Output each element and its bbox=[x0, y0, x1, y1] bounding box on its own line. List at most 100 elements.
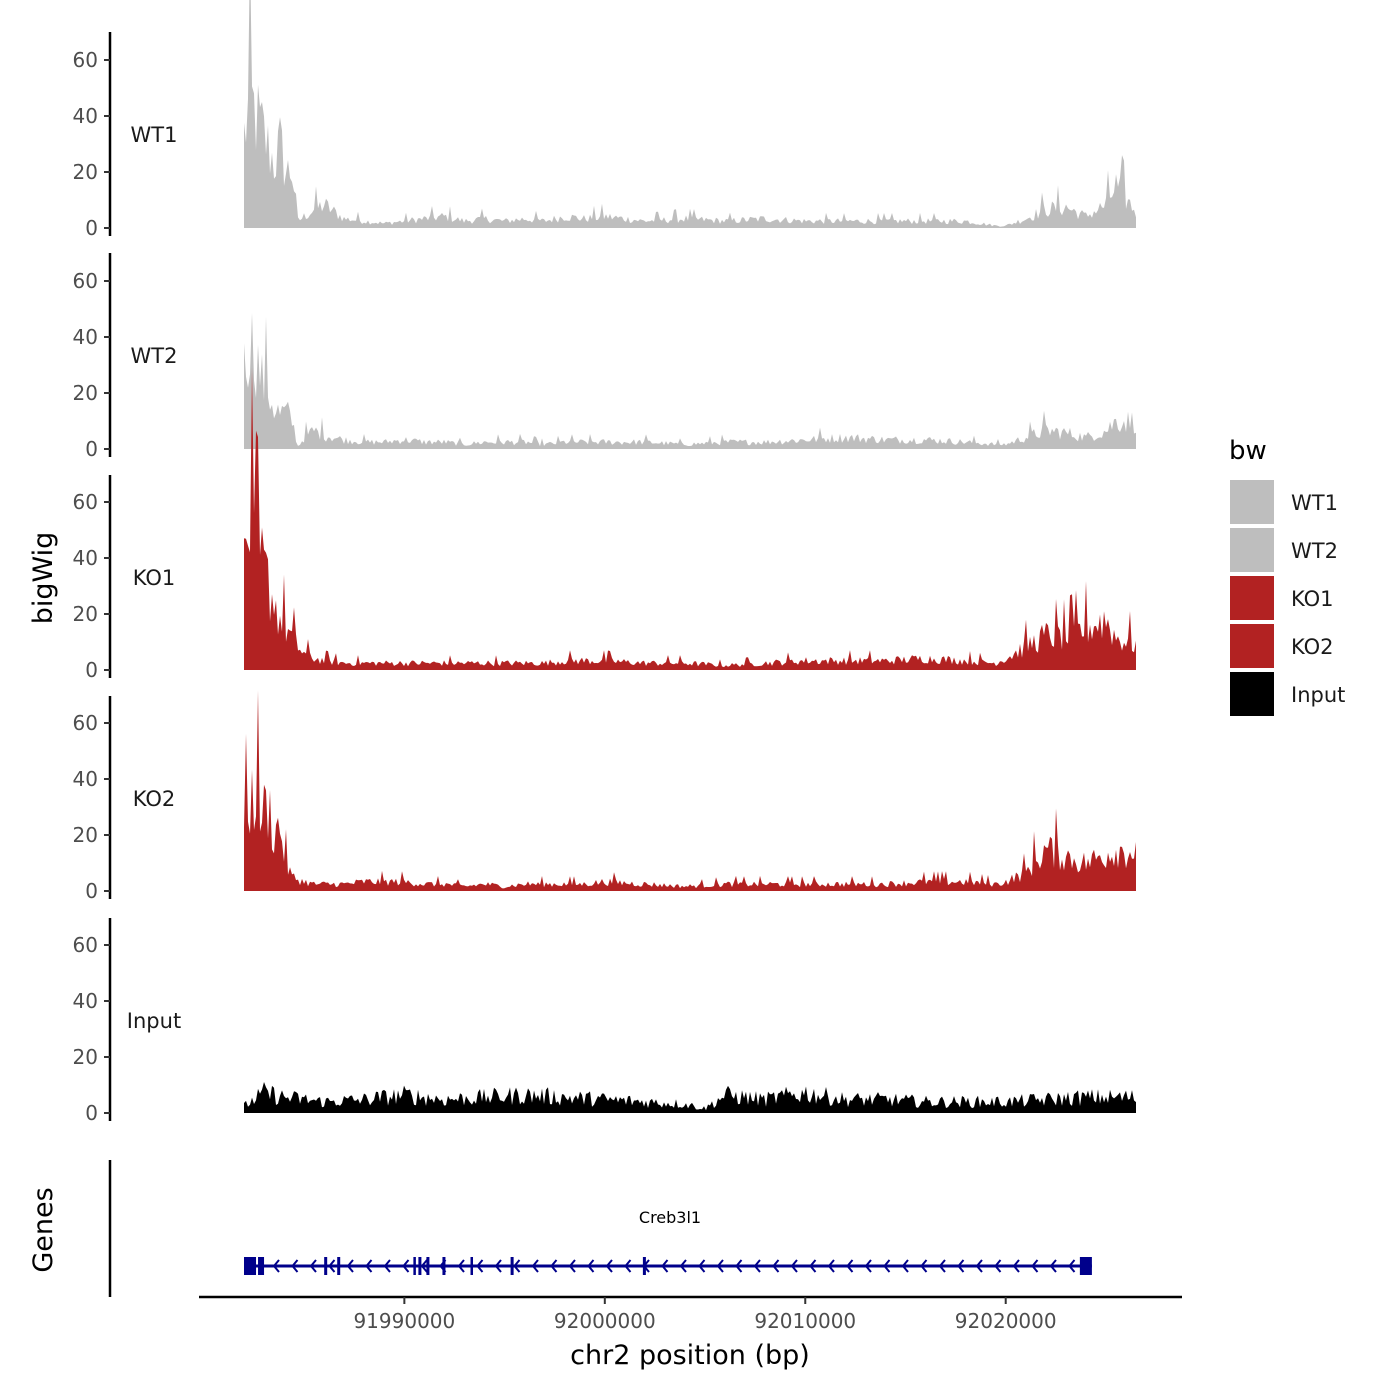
strand-arrow bbox=[624, 1259, 632, 1273]
strand-arrow bbox=[291, 1259, 299, 1273]
strand-arrow bbox=[735, 1259, 743, 1273]
exon bbox=[442, 1257, 446, 1275]
y-tick-label: 0 bbox=[85, 1101, 98, 1125]
strand-arrow bbox=[328, 1259, 336, 1273]
track-input: 0 20 40 60 Input bbox=[73, 918, 1136, 1125]
gene-label: Creb3l1 bbox=[639, 1208, 701, 1227]
strand-arrow bbox=[420, 1259, 428, 1273]
y-tick-label: 40 bbox=[73, 104, 98, 128]
strand-arrow bbox=[827, 1259, 835, 1273]
y-tick-label: 0 bbox=[85, 879, 98, 903]
y-tick-label: 60 bbox=[73, 490, 98, 514]
y-tick-label: 60 bbox=[73, 933, 98, 957]
x-axis-title: chr2 position (bp) bbox=[570, 1340, 810, 1371]
strand-arrow bbox=[846, 1259, 854, 1273]
strand-arrow bbox=[772, 1259, 780, 1273]
exon bbox=[258, 1257, 265, 1275]
y-tick-label: 20 bbox=[73, 160, 98, 184]
y-tick-label: 0 bbox=[85, 437, 98, 461]
legend-label: KO2 bbox=[1291, 635, 1334, 659]
y-tick-label: 60 bbox=[73, 48, 98, 72]
strand-arrow bbox=[994, 1259, 1002, 1273]
legend-key-wt2 bbox=[1230, 528, 1274, 572]
strand-arrow bbox=[1068, 1259, 1076, 1273]
strand-arrow bbox=[531, 1259, 539, 1273]
strand-arrow bbox=[309, 1259, 317, 1273]
area-wt1 bbox=[244, 0, 1136, 228]
strand-arrow bbox=[402, 1259, 410, 1273]
strand-arrow bbox=[938, 1259, 946, 1273]
y-tick-label: 60 bbox=[73, 711, 98, 735]
y-axis-title: bigWig bbox=[28, 532, 59, 625]
strand-arrow bbox=[679, 1259, 687, 1273]
y-tick-label: 20 bbox=[73, 602, 98, 626]
exon bbox=[470, 1257, 474, 1275]
legend: bw WT1 WT2 KO1 KO2 Input bbox=[1229, 436, 1345, 716]
y-tick-label: 0 bbox=[85, 216, 98, 240]
track-label: WT1 bbox=[131, 123, 178, 147]
legend-label: WT2 bbox=[1291, 539, 1338, 563]
strand-arrow bbox=[753, 1259, 761, 1273]
strand-arrow bbox=[716, 1259, 724, 1273]
area-input bbox=[244, 1082, 1136, 1113]
y-tick-label: 20 bbox=[73, 381, 98, 405]
legend-title: bw bbox=[1229, 436, 1267, 466]
area-ko2 bbox=[244, 690, 1136, 891]
exon bbox=[337, 1257, 341, 1275]
exon bbox=[418, 1257, 422, 1275]
track-label: WT2 bbox=[131, 344, 178, 368]
y-tick-label: 0 bbox=[85, 658, 98, 682]
track-ko1: 0 20 40 60 KO1 bbox=[73, 367, 1136, 682]
strand-arrow bbox=[901, 1259, 909, 1273]
strand-arrow bbox=[272, 1259, 280, 1273]
track-ko2: 0 20 40 60 KO2 bbox=[73, 690, 1136, 903]
strand-arrow bbox=[346, 1259, 354, 1273]
x-tick-label: 91990000 bbox=[353, 1309, 455, 1333]
strand-arrow bbox=[494, 1259, 502, 1273]
signal-tracks: 0 20 40 60 WT1 0 20 40 60 WT2 0 20 40 60 KO1 0 20 40 60 KO2… bbox=[73, 0, 1136, 1125]
y-tick-label: 40 bbox=[73, 546, 98, 570]
strand-arrow bbox=[790, 1259, 798, 1273]
y-tick-label: 60 bbox=[73, 269, 98, 293]
area-ko1 bbox=[244, 367, 1136, 670]
genes-axis-title: Genes bbox=[28, 1187, 59, 1272]
strand-arrow bbox=[568, 1259, 576, 1273]
x-tick-label: 92010000 bbox=[754, 1309, 856, 1333]
strand-arrow bbox=[809, 1259, 817, 1273]
x-tick-label: 92020000 bbox=[955, 1309, 1057, 1333]
legend-key-input bbox=[1230, 672, 1274, 716]
strand-arrow bbox=[883, 1259, 891, 1273]
strand-arrow bbox=[383, 1259, 391, 1273]
legend-label: KO1 bbox=[1291, 587, 1334, 611]
legend-key-ko1 bbox=[1230, 576, 1274, 620]
strand-arrow bbox=[920, 1259, 928, 1273]
x-tick-label: 92000000 bbox=[554, 1309, 656, 1333]
y-tick-label: 40 bbox=[73, 767, 98, 791]
exon bbox=[426, 1257, 430, 1275]
exon bbox=[642, 1257, 646, 1275]
strand-arrow bbox=[1049, 1259, 1057, 1273]
strand-arrow bbox=[661, 1259, 669, 1273]
strand-arrow bbox=[957, 1259, 965, 1273]
track-label: KO2 bbox=[133, 787, 176, 811]
y-tick-label: 20 bbox=[73, 823, 98, 847]
strand-arrow bbox=[457, 1259, 465, 1273]
y-tick-label: 40 bbox=[73, 325, 98, 349]
track-wt1: 0 20 40 60 WT1 bbox=[73, 0, 1136, 240]
y-tick-label: 40 bbox=[73, 989, 98, 1013]
strand-arrow bbox=[1012, 1259, 1020, 1273]
legend-label: Input bbox=[1291, 683, 1345, 707]
x-axis: 91990000 92000000 92010000 92020000 bbox=[199, 1295, 1182, 1333]
track-wt2: 0 20 40 60 WT2 bbox=[73, 253, 1136, 461]
strand-arrow bbox=[975, 1259, 983, 1273]
exon bbox=[324, 1257, 328, 1275]
exon bbox=[1079, 1257, 1092, 1275]
legend-label: WT1 bbox=[1291, 491, 1338, 515]
legend-key-wt1 bbox=[1230, 480, 1274, 524]
exon bbox=[244, 1257, 257, 1275]
legend-key-ko2 bbox=[1230, 624, 1274, 668]
exon bbox=[510, 1257, 514, 1275]
strand-arrow bbox=[698, 1259, 706, 1273]
strand-arrow bbox=[605, 1259, 613, 1273]
